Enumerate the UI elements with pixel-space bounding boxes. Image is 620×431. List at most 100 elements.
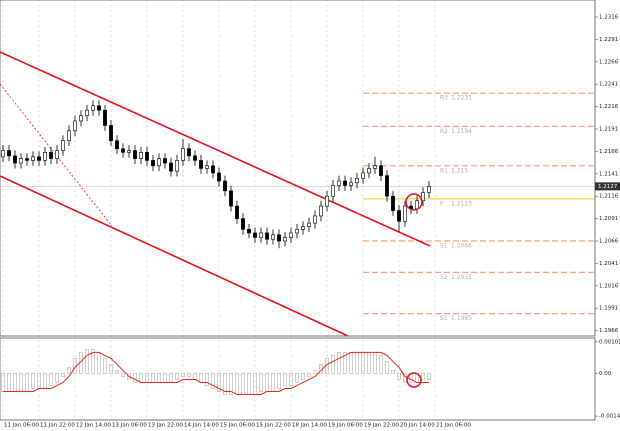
pivot-name: R3	[440, 95, 448, 102]
x-tick-label: 15 Jan 22:00	[256, 423, 291, 429]
macd-bar	[181, 373, 185, 377]
candle-body	[265, 232, 269, 240]
channel-lower	[0, 175, 349, 337]
candle-body	[151, 160, 155, 167]
candle-body	[427, 186, 431, 193]
macd-bar	[133, 373, 137, 383]
candle-body	[403, 205, 407, 222]
candle-body	[253, 232, 257, 238]
candle-body	[97, 105, 101, 111]
candle-body	[313, 215, 317, 224]
candle-body	[133, 150, 137, 159]
last-price-label: 1.2127	[598, 184, 618, 190]
macd-frame	[0, 337, 596, 421]
macd-bar	[55, 373, 59, 383]
y-tick-label: 1.1966	[599, 328, 619, 334]
candle-body	[163, 158, 167, 164]
candle-body	[277, 234, 281, 242]
candle-body	[181, 148, 185, 161]
pivot-value: 1.2231	[451, 95, 472, 102]
candle-body	[343, 180, 347, 186]
y-tick-label: 1.2291	[599, 37, 618, 43]
macd-bar	[331, 355, 335, 374]
macd-bar	[379, 355, 383, 374]
macd-bar	[49, 373, 53, 386]
macd-bar	[229, 373, 233, 395]
pivot-value: 1.2194	[451, 128, 472, 135]
x-tick-label: 21 Jan 06:00	[436, 423, 471, 429]
candle-body	[247, 229, 251, 234]
candle-body	[217, 172, 221, 182]
candle-body	[307, 222, 311, 227]
macd-bar	[109, 364, 113, 374]
candle-body	[289, 232, 293, 238]
candle-body	[31, 156, 35, 161]
macd-bar	[175, 373, 179, 380]
y-tick-label: 1.2041	[599, 261, 618, 267]
candle-body	[115, 140, 119, 150]
candle-body	[301, 226, 305, 230]
y-tick-label: 1.2316	[599, 15, 619, 21]
y-tick-label: 1.2016	[599, 283, 619, 289]
candles	[1, 100, 431, 249]
candle-body	[397, 210, 401, 222]
pivot-name: R2	[440, 128, 448, 135]
macd-bar	[307, 373, 311, 377]
candle-body	[175, 160, 179, 172]
candle-body	[373, 165, 377, 169]
macd-bar	[187, 373, 191, 377]
highlight-circle	[406, 372, 422, 388]
x-tick-label: 13 Jan 22:00	[148, 423, 183, 429]
macd-bar	[67, 367, 71, 374]
pivot-value: 1.215	[451, 167, 468, 174]
x-tick-label: 19 Jan 22:00	[364, 423, 399, 429]
last-price-box	[595, 182, 620, 191]
candle-body	[1, 150, 5, 158]
candle-body	[331, 185, 335, 197]
y-tick-label: 1.2166	[599, 149, 619, 155]
candle-body	[169, 162, 173, 172]
y-tick-label: 1.2241	[599, 82, 618, 88]
macd-bar	[295, 373, 299, 383]
candle-body	[121, 148, 125, 153]
candle-body	[211, 165, 215, 174]
x-tick-label: 13 Jan 06:00	[112, 423, 147, 429]
macd-bar	[115, 370, 119, 374]
y-tick-label: 1.2141	[599, 171, 618, 177]
macd-bar	[343, 352, 347, 374]
candle-body	[55, 150, 59, 159]
macd-bar	[301, 373, 305, 380]
candle-body	[421, 192, 425, 202]
y-tick-label: 0.00105	[599, 339, 620, 345]
candle-body	[229, 190, 233, 207]
candle-body	[415, 200, 419, 210]
macd-bar	[385, 361, 389, 374]
macd-bar	[277, 373, 281, 389]
macd-bar	[391, 370, 395, 374]
candle-body	[85, 109, 89, 116]
y-tick-label: 1.2266	[599, 59, 619, 65]
main-frame	[0, 0, 596, 337]
macd-bar	[205, 373, 209, 386]
macd-bar	[85, 349, 89, 374]
macd-bar	[403, 373, 407, 383]
candle-body	[271, 234, 275, 240]
macd-bar	[337, 352, 341, 374]
candle-body	[235, 205, 239, 219]
y-tick-label: -0.00142	[599, 414, 620, 420]
x-tick-label: 18 Jan 14:00	[292, 423, 327, 429]
macd-bar	[421, 373, 425, 380]
candle-body	[361, 172, 365, 179]
candle-body	[79, 115, 83, 122]
x-tick-label: 11 Jan 06:00	[4, 423, 39, 429]
candle-body	[13, 155, 17, 164]
candle-body	[91, 105, 95, 111]
trend-channel	[0, 51, 431, 337]
candle-body	[241, 218, 245, 230]
candle-body	[283, 237, 287, 242]
candle-body	[73, 120, 77, 132]
candle-body	[139, 152, 143, 159]
candle-body	[25, 158, 29, 161]
